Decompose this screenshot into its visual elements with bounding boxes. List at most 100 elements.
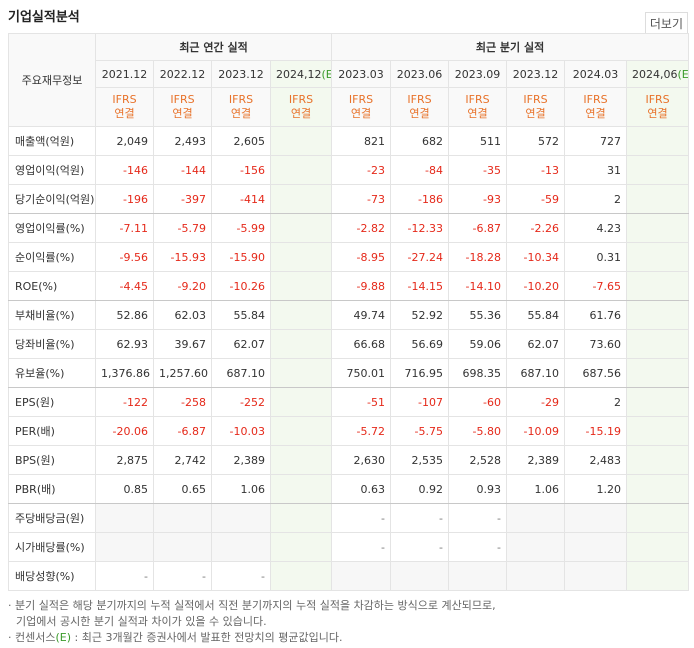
value-cell: 1,257.60 bbox=[153, 358, 212, 388]
value-cell: -20.06 bbox=[95, 416, 154, 446]
empty-cell bbox=[95, 503, 154, 533]
row-label: PBR(배) bbox=[8, 474, 96, 504]
value-cell: -107 bbox=[390, 387, 450, 417]
value-cell: 1.20 bbox=[564, 474, 628, 504]
standard-row: IFRS 연결 IFRS 연결 IFRS 연결 IFRS 연결 IFRS 연결 IFRS 연결 IFRS… bbox=[9, 87, 690, 127]
accounting-standard: IFRS bbox=[523, 93, 548, 106]
value-cell: 55.84 bbox=[506, 300, 566, 330]
value-cell: - bbox=[448, 503, 508, 533]
data-row: 영업이익(억원) -146 -144 -156 -23 -84 -35 -13 31 bbox=[8, 155, 690, 185]
value-cell: 59.06 bbox=[448, 329, 508, 359]
period-header: 2024,06(E) bbox=[626, 60, 690, 88]
empty-cell bbox=[211, 532, 271, 562]
empty-cell bbox=[506, 532, 566, 562]
financial-table: 주요재무정보 최근 연간 실적 최근 분기 실적 2021.12 2022.12 2023… bbox=[8, 33, 690, 591]
value-cell: -6.87 bbox=[153, 416, 212, 446]
empty-cell bbox=[211, 503, 271, 533]
empty-cell bbox=[95, 532, 154, 562]
value-cell: -59 bbox=[506, 184, 566, 214]
standard-header: IFRS 연결 bbox=[506, 87, 566, 127]
period-row: 2021.122022.122023.122024,12(E)2023.0320… bbox=[9, 60, 690, 88]
footnotes: · 분기 실적은 해당 분기까지의 누적 실적에서 직전 분기까지의 누적 실적… bbox=[8, 598, 496, 646]
value-cell: 55.36 bbox=[448, 300, 508, 330]
value-cell: -15.93 bbox=[153, 242, 212, 272]
empty-cell bbox=[626, 271, 690, 301]
consolidation: 연결 bbox=[290, 107, 312, 120]
value-cell: 2,875 bbox=[95, 445, 154, 475]
data-row: ROE(%) -4.45 -9.20 -10.26 -9.88 -14.15 -14.10-… bbox=[8, 271, 690, 301]
empty-cell bbox=[448, 561, 508, 591]
accounting-standard: IFRS bbox=[228, 93, 254, 106]
value-cell: 56.69 bbox=[390, 329, 450, 359]
standard-header: IFRS 연결 bbox=[211, 87, 271, 127]
value-cell: -14.10 bbox=[448, 271, 508, 301]
row-label: PER(배) bbox=[8, 416, 96, 446]
value-cell: -8.95 bbox=[331, 242, 392, 272]
value-cell: -10.20 bbox=[506, 271, 566, 301]
value-cell: 4.23 bbox=[564, 213, 628, 243]
value-cell: -15.19 bbox=[564, 416, 628, 446]
data-row: PBR(배) 0.85 0.65 1.06 0.63 0.92 0.93 1.06 1.20 bbox=[8, 474, 690, 504]
empty-cell bbox=[269, 213, 333, 243]
data-row: 매출액(억원) 2,049 2,493 2,605 821 682 511 572 727 bbox=[8, 126, 690, 156]
data-row: 당기순이익(억원) -196 -397 -414 -73 -186 -93 -59 2 bbox=[8, 184, 690, 214]
more-button[interactable]: 더보기 bbox=[644, 12, 688, 35]
empty-cell bbox=[269, 271, 333, 301]
corner-cell: 주요재무정보 bbox=[8, 33, 96, 127]
value-cell: 0.92 bbox=[390, 474, 450, 504]
value-cell: -10.34 bbox=[506, 242, 566, 272]
period: 2023.09 bbox=[454, 67, 501, 81]
value-cell: 52.92 bbox=[390, 300, 450, 330]
row-label: 영업이익률(%) bbox=[8, 213, 96, 243]
value-cell: -7.65 bbox=[564, 271, 628, 301]
standard-header: IFRS 연결 bbox=[95, 87, 154, 127]
value-cell: 2,389 bbox=[211, 445, 271, 475]
value-cell: 0.31 bbox=[564, 242, 628, 272]
value-cell: -4.45 bbox=[95, 271, 154, 301]
value-cell: 1.06 bbox=[211, 474, 271, 504]
standard-header: IFRS 연결 bbox=[269, 87, 333, 127]
value-cell: 62.07 bbox=[506, 329, 566, 359]
period-header: 2024,12(E) bbox=[269, 60, 333, 88]
standard-header: IFRS 연결 bbox=[564, 87, 628, 127]
empty-cell bbox=[626, 242, 690, 272]
value-cell: -10.09 bbox=[506, 416, 566, 446]
footnote-text: 컨센서스 bbox=[15, 631, 56, 644]
row-label: 시가배당률(%) bbox=[8, 532, 96, 562]
empty-cell bbox=[626, 300, 690, 330]
consolidation: 연결 bbox=[114, 107, 135, 120]
section-title: 기업실적분석 bbox=[8, 10, 80, 25]
value-cell: 727 bbox=[564, 126, 628, 156]
empty-cell bbox=[153, 532, 212, 562]
standard-header: IFRS 연결 bbox=[331, 87, 392, 127]
accounting-standard: IFRS bbox=[112, 93, 137, 106]
value-cell: 821 bbox=[331, 126, 392, 156]
row-label: 매출액(억원) bbox=[8, 126, 96, 156]
row-label: 배당성향(%) bbox=[8, 561, 96, 591]
value-cell: -122 bbox=[95, 387, 154, 417]
estimate-mark: (E) bbox=[321, 67, 331, 81]
consolidation: 연결 bbox=[172, 107, 193, 120]
value-cell: - bbox=[153, 561, 212, 591]
value-cell: 52.86 bbox=[95, 300, 154, 330]
empty-cell bbox=[626, 387, 690, 417]
value-cell: 0.65 bbox=[153, 474, 212, 504]
consolidation: 연결 bbox=[525, 107, 546, 120]
value-cell: 2,483 bbox=[564, 445, 628, 475]
empty-cell bbox=[269, 242, 333, 272]
value-cell: 2,493 bbox=[153, 126, 212, 156]
empty-cell bbox=[626, 155, 690, 185]
value-cell: -73 bbox=[331, 184, 392, 214]
empty-cell bbox=[564, 532, 628, 562]
period-header: 2022.12 bbox=[153, 60, 212, 88]
consolidation: 연결 bbox=[409, 107, 430, 120]
value-cell: -10.26 bbox=[211, 271, 271, 301]
row-label: 주당배당금(원) bbox=[8, 503, 96, 533]
value-cell: -9.88 bbox=[331, 271, 392, 301]
value-cell: -9.56 bbox=[95, 242, 154, 272]
value-cell: -27.24 bbox=[390, 242, 450, 272]
data-row: 부채비율(%) 52.86 62.03 55.84 49.74 52.92 55.36 55.… bbox=[8, 300, 690, 330]
accounting-standard: IFRS bbox=[170, 93, 195, 106]
value-cell: 2,389 bbox=[506, 445, 566, 475]
footnote: · 분기 실적은 해당 분기까지의 누적 실적에서 직전 분기까지의 누적 실적… bbox=[8, 599, 496, 628]
